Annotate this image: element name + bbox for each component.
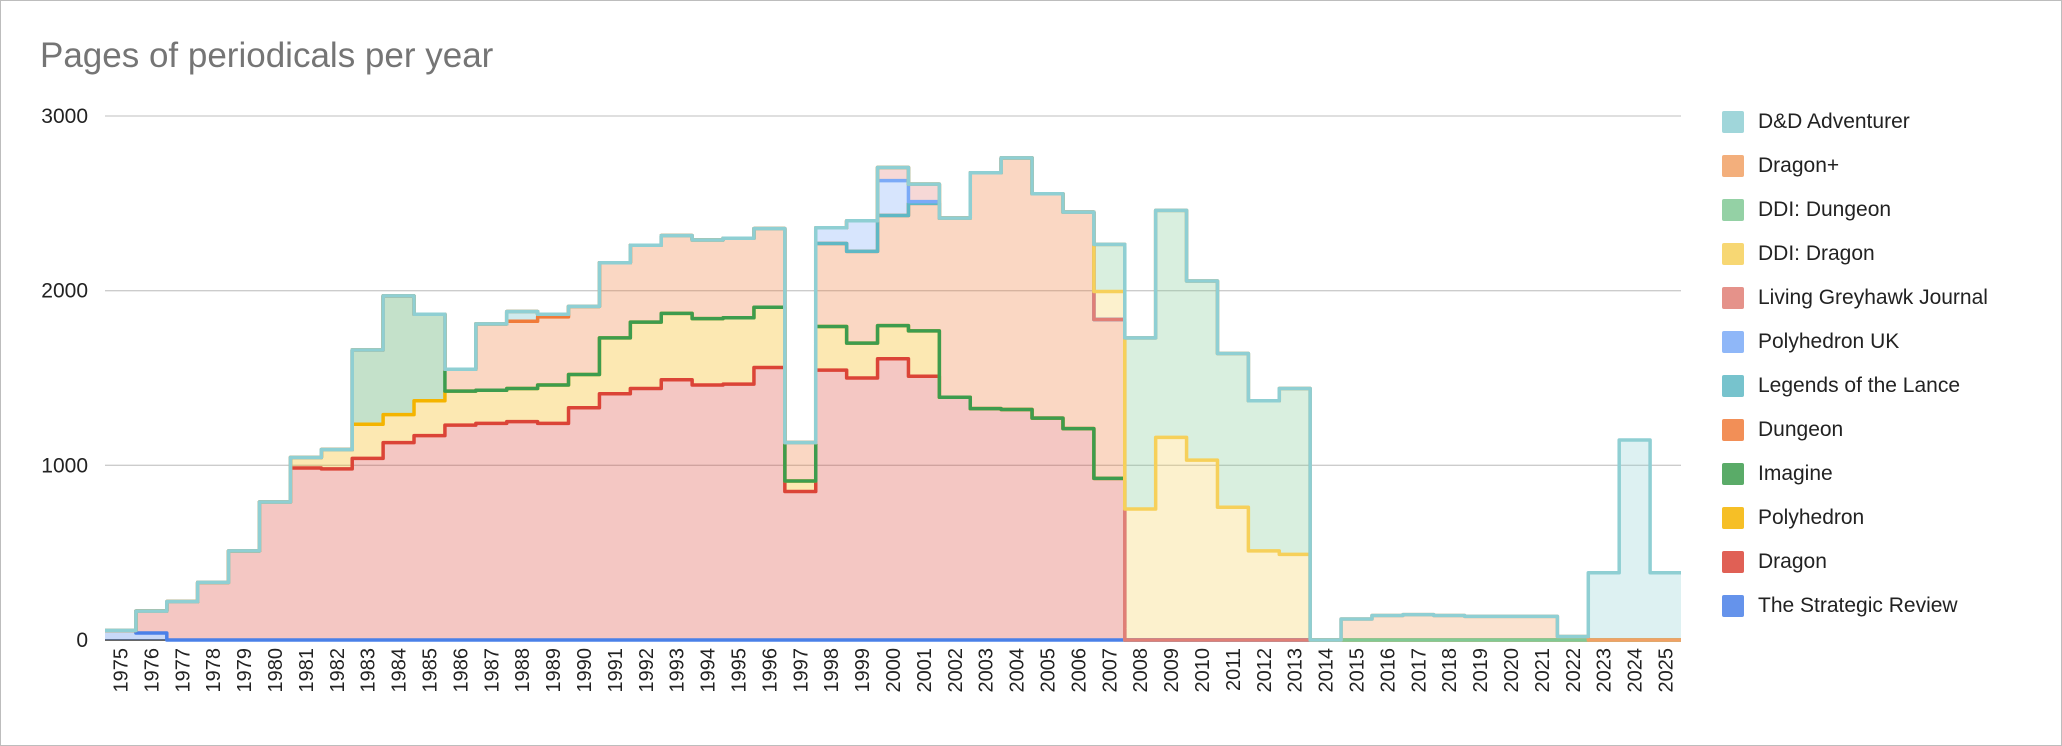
legend-label: Legends of the Lance [1758,374,1961,397]
x-tick-label: 2017 [1408,648,1430,693]
x-tick-label: 2022 [1563,648,1585,693]
legend-label: DDI: Dragon [1758,242,1875,265]
legend-label: DDI: Dungeon [1758,198,1892,221]
x-tick-label: 1991 [605,648,627,693]
legend-label: Dragon+ [1758,154,1840,177]
x-tick-label: 2020 [1501,648,1523,693]
legend-label: Dungeon [1758,418,1844,441]
x-tick-label: 2009 [1161,648,1183,693]
legend-item[interactable]: DDI: Dungeon [1722,188,1988,232]
x-tick-label: 1980 [265,648,287,693]
x-tick-label: 1978 [203,648,225,693]
x-tick-label: 2002 [945,648,967,693]
legend-swatch [1722,419,1744,441]
legend-item[interactable]: Dungeon [1722,408,1988,452]
x-tick-label: 1992 [636,648,658,693]
legend-item[interactable]: DDI: Dragon [1722,232,1988,276]
x-tick-label: 2005 [1038,648,1060,693]
chart-legend: D&D Adventurer Dragon+ DDI: Dungeon DDI: Dr… [1722,100,1988,628]
x-tick-label: 1981 [296,648,318,693]
y-tick-label: 0 [76,629,88,652]
x-tick-label: 2024 [1625,648,1647,693]
legend-swatch [1722,287,1744,309]
area-dragon [105,358,1681,640]
legend-swatch [1722,155,1744,177]
x-tick-label: 2021 [1532,648,1554,693]
y-tick-label: 2000 [41,280,88,303]
x-tick-label: 2006 [1068,648,1090,693]
x-tick-label: 2008 [1130,648,1152,693]
x-tick-label: 1983 [358,648,380,693]
legend-item[interactable]: D&D Adventurer [1722,100,1988,144]
x-tick-label: 2001 [914,648,936,693]
x-tick-label: 1996 [759,648,781,693]
x-tick-label: 1994 [698,648,720,693]
legend-label: The Strategic Review [1758,594,1958,617]
x-tick-label: 2003 [976,648,998,693]
x-tick-label: 1997 [790,648,812,693]
legend-item[interactable]: Polyhedron [1722,496,1988,540]
x-tick-label: 2004 [1007,648,1029,693]
x-tick-label: 1987 [481,648,503,693]
legend-swatch [1722,331,1744,353]
x-tick-label: 1985 [419,648,441,693]
x-tick-label: 2023 [1594,648,1616,693]
x-tick-label: 2016 [1377,648,1399,693]
legend-swatch [1722,199,1744,221]
legend-swatch [1722,375,1744,397]
x-tick-label: 1979 [234,648,256,693]
legend-swatch [1722,463,1744,485]
legend-item[interactable]: Polyhedron UK [1722,320,1988,364]
x-tick-label: 1995 [728,648,750,693]
legend-label: Living Greyhawk Journal [1758,286,1988,309]
x-tick-label: 1977 [172,648,194,693]
x-tick-label: 1990 [574,648,596,693]
x-tick-label: 2010 [1192,648,1214,693]
legend-label: D&D Adventurer [1758,110,1910,133]
x-tick-label: 1975 [110,648,132,693]
legend-item[interactable]: Imagine [1722,452,1988,496]
y-tick-label: 3000 [41,105,88,128]
legend-swatch [1722,243,1744,265]
x-tick-label: 2014 [1316,648,1338,693]
x-tick-label: 1998 [821,648,843,693]
legend-label: Dragon [1758,550,1827,573]
legend-swatch [1722,111,1744,133]
x-tick-label: 1988 [512,648,534,693]
legend-swatch [1722,551,1744,573]
legend-item[interactable]: Living Greyhawk Journal [1722,276,1988,320]
x-tick-label: 2012 [1254,648,1276,693]
legend-label: Polyhedron [1758,506,1865,529]
x-tick-label: 2013 [1285,648,1307,693]
chart-title: Pages of periodicals per year [40,36,494,75]
area-ddi-dungeon [105,157,1681,641]
legend-item[interactable]: Dragon [1722,540,1988,584]
legend-item[interactable]: Dragon+ [1722,144,1988,188]
x-tick-label: 1986 [450,648,472,693]
x-tick-label: 1989 [543,648,565,693]
x-tick-label: 1984 [389,648,411,693]
x-tick-label: 2019 [1470,648,1492,693]
x-tick-label: 1982 [327,648,349,693]
x-tick-label: 1976 [141,648,163,693]
x-tick-label: 2011 [1223,648,1245,691]
legend-label: Polyhedron UK [1758,330,1900,353]
legend-swatch [1722,595,1744,617]
x-tick-label: 2000 [883,648,905,693]
area-dungeon [105,157,1681,641]
x-tick-label: 1993 [667,648,689,693]
legend-swatch [1722,507,1744,529]
x-tick-label: 2007 [1099,648,1121,693]
x-tick-label: 2015 [1347,648,1369,693]
x-tick-label: 2025 [1656,648,1678,693]
x-tick-label: 1999 [852,648,874,693]
legend-item[interactable]: Legends of the Lance [1722,364,1988,408]
x-tick-label: 2018 [1439,648,1461,693]
legend-label: Imagine [1758,462,1833,485]
legend-item[interactable]: The Strategic Review [1722,584,1988,628]
y-tick-label: 1000 [41,454,88,477]
line-d-d-adventurer [105,156,1681,642]
